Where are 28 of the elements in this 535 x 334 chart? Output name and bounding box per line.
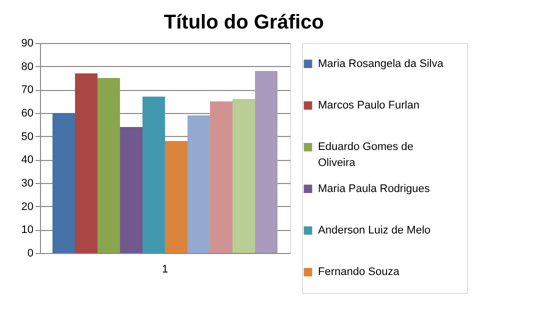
bar bbox=[255, 71, 278, 253]
bar bbox=[188, 115, 210, 253]
bar bbox=[98, 78, 120, 253]
legend-label: Maria Rosangela da Silva bbox=[318, 58, 444, 70]
y-tick-label: 20 bbox=[21, 200, 34, 213]
bar bbox=[75, 73, 98, 253]
y-tick-label: 40 bbox=[21, 154, 34, 166]
bar bbox=[210, 101, 232, 253]
legend-label: Fernando Souza bbox=[318, 266, 400, 278]
y-tick-label: 30 bbox=[21, 178, 34, 190]
y-tick-label: 50 bbox=[21, 130, 34, 143]
bar bbox=[120, 127, 142, 253]
y-tick-label: 0 bbox=[27, 248, 34, 260]
y-tick-label: 90 bbox=[21, 38, 34, 50]
bar bbox=[52, 113, 75, 253]
bar bbox=[232, 99, 255, 253]
legend-label: Maria Paula Rodrigues bbox=[318, 182, 430, 195]
legend-label: Eduardo Gomes de Oliveira bbox=[318, 141, 414, 170]
legend-label: Anderson Luiz de Melo bbox=[318, 224, 431, 236]
y-tick-label: 80 bbox=[21, 60, 34, 73]
y-tick-label: 10 bbox=[21, 224, 34, 236]
y-tick-label: 60 bbox=[21, 108, 34, 120]
x-tick-label: 1 bbox=[162, 264, 168, 276]
legend-label: Marcos Paulo Furlan bbox=[318, 100, 420, 112]
bar bbox=[165, 141, 188, 253]
y-tick-label: 70 bbox=[21, 84, 34, 96]
chart-title: Título do Gráfico bbox=[164, 12, 324, 34]
bar bbox=[142, 96, 165, 253]
